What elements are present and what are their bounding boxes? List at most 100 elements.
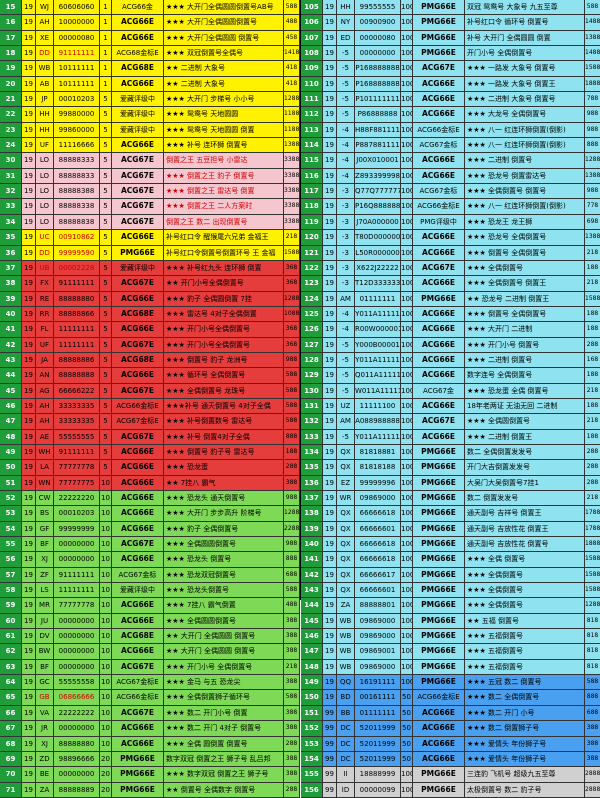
table-row[interactable]: 50 19 LA 77777778 5 ACG66E ★★★ 恐龙蛋 288 <box>0 460 300 476</box>
table-row[interactable]: 16 19 AH 10000000 1 ACG66E ★★★ 大开门全偶圆圆倒置号 488 <box>0 15 300 31</box>
table-row[interactable]: 15599II18888999100PMG66E三连豹 飞机号 超级九五至尊28… <box>301 767 600 783</box>
table-row[interactable]: 44 19 AN 88888888 5 ACG66E ★★★ 循环号 全偶倒置号 588 <box>0 368 300 384</box>
table-row[interactable]: 57 19 ZF 91111111 10 ACG67金标 ★★★ 恐龙双冠倒置号 688 <box>0 567 300 584</box>
table-row[interactable]: 154 99 DC 52011999 50 ACG66E ★★★ 爱情头 年份狮子号 388 <box>301 751 600 768</box>
table-row[interactable]: 45 19 AG 66666222 5 ACG67E ★★★ 全偶倒置号 龙珠号 588 <box>0 383 300 399</box>
table-row[interactable]: 13519QX81818188100PMG66E开门大吉倒置发发号288 <box>301 460 600 476</box>
table-row[interactable]: 42 19 UF 11111111 5 ACG67E ★★★ 开门小号全偶倒置号 368 <box>0 337 300 353</box>
table-row[interactable]: 51 19 WN 77777775 10 ACG66E ★★ 7挂八 霸气 388 <box>0 475 300 491</box>
table-row[interactable]: 39 19 RE 88888880 5 ACG66E ★★★ 豹子 全偶圆倒置 7挂 1288 <box>0 291 300 307</box>
table-row[interactable]: 61 19 DV 00000000 10 ACG68E ★★ 大开门 全偶圆圆 倒置号 388 <box>0 629 300 645</box>
table-row[interactable]: 18 19 DD 91111111 1 ACG68金标E ★★★ 双冠倒置号全偶号 1418 <box>0 46 300 62</box>
table-row[interactable]: 24 19 UF 11116666 5 ACG66E ★★★ 补号 连环狮 倒置号 1388 <box>0 138 300 154</box>
table-row[interactable]: 62 19 BW 00000000 10 ACG66E ★★ 大开门 全偶圆圆 倒置号 388 <box>0 644 300 660</box>
table-row[interactable]: 49 19 WH 91111111 5 ACG66E ★★★ 倒置号 豹子号 雷达号 188 <box>0 444 300 461</box>
table-row[interactable]: 69 19 ZD 98896666 20 PMG66E 数字双冠 倒置之王 狮子号 乱吕邦 3… <box>0 751 300 768</box>
table-row[interactable]: 35 19 UC 00910862 5 ACG66E 补号红口令 醒猴尾六兄弟 金福王 218 <box>0 230 300 246</box>
table-row[interactable]: 32 19 LO 88888388 5 ACG67E ★★★ 倒置之王 雷达号 倒置 3388 <box>0 184 300 200</box>
table-row[interactable]: 53 19 BS 00010203 10 ACG66E ★★★ 大开门 步步高升 阶梯号 12… <box>0 506 300 522</box>
table-row[interactable]: 10619NY00900900100PMG66E补号红口令 循环号 倒置号148… <box>301 15 600 31</box>
table-row[interactable]: 52 19 CW 22222220 10 ACG66E ★★★ 恐龙头 通天倒置号 988 <box>0 491 300 507</box>
table-row[interactable]: 13919QX66666601100PMG66E通天副号 吉放性花 倒置王178… <box>301 521 600 538</box>
table-row[interactable]: 48 19 AE 55555555 5 ACG67E ★★★ 补号 倒置4对子全偶 888 <box>0 429 300 445</box>
table-row[interactable]: 38 19 FX 91111111 5 ACG67E ★★ 开门小号全偶倒置号 368 <box>0 276 300 292</box>
table-row[interactable]: 153 99 DC 52011999 50 ACG66E ★★★ 爱情头 年份狮子号 388 <box>301 736 600 752</box>
table-row[interactable]: 22 19 HH 99880000 5 爱藏评级中 ★★★ 鸳鸯号 天地圆圆 1188 <box>0 107 300 123</box>
table-row[interactable]: 12419AM01111111100PMG66E★★ 恐龙号 二进制 倒置王15… <box>301 291 600 307</box>
table-row[interactable]: 151 99 BB 01111111 50 ACG66E ★★★ 数二 开门 小号 688 <box>301 705 600 722</box>
table-row[interactable]: 34 19 LO 88888838 5 ACG67E 倒置之王 数二 出现倒置号 3388 <box>0 214 300 231</box>
table-row[interactable]: 70 19 BE 00000000 20 PMG66E ★★★ 数字双冠 倒置之王 狮子号 3… <box>0 767 300 783</box>
table-row[interactable]: 63 19 BF 00000000 10 ACG67E ★★★ 开门小号 全偶倒置号 218 <box>0 659 300 676</box>
table-row[interactable]: 71 19 ZA 88888889 20 PMG66E ★★ 倒置号 全偶数字 倒置号 288 <box>0 782 300 798</box>
table-row[interactable]: 36 19 DD 99999590 5 PMG66E 补号红口令倒置号倒置环号 王 金福 15… <box>0 245 300 261</box>
table-row[interactable]: 41 19 FL 11111111 5 ACG66E ★★★ 开门小号全偶倒置号 368 <box>0 322 300 338</box>
table-row[interactable]: 30 19 LO 88888333 5 ACG67E 倒置之王 五豆担号 小雷达 3388 <box>0 153 300 169</box>
table-row[interactable]: 10519HH99555555100PMG66E双冠 鸳鸯号 大象号 九五至尊5… <box>301 0 600 16</box>
table-row[interactable]: 33 19 LO 88888338 5 ACG67E ★★★ 倒置之王 二人方案时 3388 <box>0 199 300 215</box>
table-row[interactable]: 60 19 JU 00000000 10 ACG66E ★★★ 全偶圆圆倒置号 388 <box>0 613 300 630</box>
table-row[interactable]: 17 19 XE 00000080 1 ACG66E ★★★ 大开门全偶圆圆 倒置号 458 <box>0 30 300 47</box>
table-row[interactable]: 19 19 WB 10111111 1 ACG68E ★★ 二进制 大象号 418 <box>0 61 300 77</box>
table-row[interactable]: 65 19 GB 06866666 10 ACG66金标E ★★★ 全偶倒置狮子循环号 588 <box>0 690 300 706</box>
table-row[interactable]: 64 19 GC 55555558 10 ACG67金标E ★★★ 金马 与五 恐龙尖 388 <box>0 675 300 691</box>
table-row[interactable]: 54 19 GF 99999999 10 ACG66E ★★★ 豹子 全偶倒置号 2288 <box>0 521 300 538</box>
table-row[interactable]: 37 19 UB 00002228 5 爱藏评级中 ★★★ 补号红九头 连环狮 倒置 368 <box>0 260 300 277</box>
table-row[interactable]: 15 19 WJ 60606060 1 ACG66金 ★★★ 大开门全偶圆圆倒置号AB号 58… <box>0 0 300 16</box>
table-row[interactable]: 67 19 JR 00000000 10 ACG66E ★★★ 数二 开门 4对子 倒置号 3… <box>0 721 300 737</box>
table-row[interactable]: 56 19 XJ 00000000 10 ACG66E ★★★ 恐龙头 倒置号 888 <box>0 552 300 568</box>
table-row[interactable]: 152 99 DC 52011999 50 ACG66E ★★★ 数二 倒置狮子号 388 <box>301 721 600 737</box>
table-row[interactable]: 43 19 JA 88888886 5 ACG68E ★★★ 倒置号 豹子 龙洲号 988 <box>0 352 300 369</box>
table-row[interactable]: 14019QX66666618100PMG66E通天副号 吉放性花 倒置号188… <box>301 537 600 553</box>
table-row[interactable]: 31 19 LO 88888833 5 ACG67E ★★★ 倒置之王 豹子 倒置号 3388 <box>0 168 300 185</box>
table-row[interactable]: 150 19 BD 00161111 50 ACG66金标E ★★★ 数二 全偶倒置号 888 <box>301 690 600 706</box>
table-row[interactable]: 47 19 AH 33333335 5 ACG67金标E ★★★ 补号倒置数号 雷达号 588 <box>0 414 300 430</box>
table-row[interactable]: 23 19 HH 99860000 5 爱藏评级中 ★★★ 鸳鸯号 天地圆圆 倒置 1188 <box>0 122 300 139</box>
table-row[interactable]: 20 19 AB 10111111 1 ACG66E ★★ 二进制 大象号 418 <box>0 76 300 93</box>
table-row[interactable]: 10719ED00000080100PMG66E补号 大开门 全偶圆圆 倒置13… <box>301 30 600 47</box>
table-row[interactable]: 68 19 XJ 88888880 10 ACG66E ★★★ 全偶 圆倒置 倒置号 288 <box>0 736 300 752</box>
table-row[interactable]: 40 19 RR 88888866 5 ACG68E ★★★ 雷达号 4对子全偶倒置 1088 <box>0 306 300 323</box>
table-row[interactable]: 46 19 AH 33333335 5 ACG66金标E ★★★补号 通天倒置号 4对子全偶… <box>0 398 300 415</box>
table-row[interactable]: 55 19 BF 00000000 10 ACG67E ★★★ 全偶圆圆倒置号 988 <box>0 537 300 553</box>
table-row[interactable]: 59 19 MR 77777778 10 ACG66E ★★★ 7挂八 霸气倒置 488 <box>0 598 300 614</box>
table-row[interactable]: 13119UZ11111100100ACG66E18年老两证 无油无回 二进制1… <box>301 398 600 415</box>
table-row[interactable]: 58 19 LS 11111111 10 爱藏评级中 ★★★ 恐龙头倒置号 588 <box>0 583 300 599</box>
table-row[interactable]: 66 19 VA 22222222 10 ACG67E ★★★ 数二 开门小号 倒置 388 <box>0 705 300 722</box>
